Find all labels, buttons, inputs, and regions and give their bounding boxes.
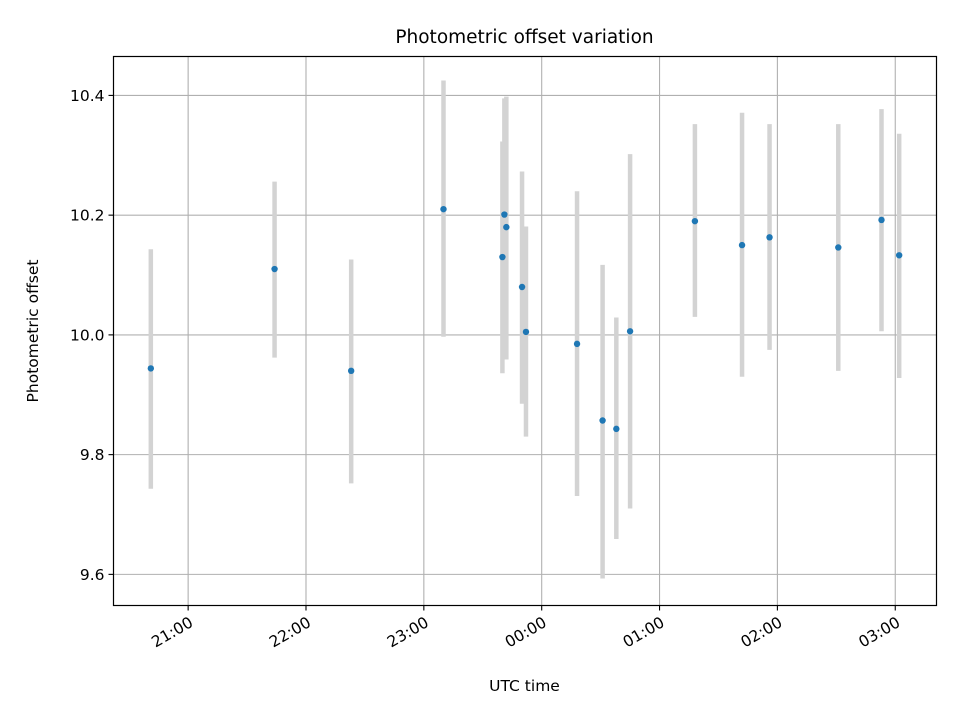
y-tick-label: 9.8: [80, 446, 105, 464]
y-tick-label: 9.6: [80, 566, 105, 584]
data-point: [573, 340, 581, 348]
y-tick-label: 10.0: [70, 326, 105, 344]
data-point: [518, 283, 526, 291]
data-point: [347, 367, 355, 375]
y-tick-label: 10.4: [70, 87, 105, 105]
data-point: [738, 241, 746, 249]
data-point: [626, 328, 634, 335]
data-point: [766, 234, 773, 241]
x-axis-label: UTC time: [489, 677, 560, 695]
data-point: [613, 425, 620, 433]
data-point: [501, 211, 508, 218]
y-axis-label: Photometric offset: [24, 260, 42, 403]
data-point: [691, 217, 699, 225]
data-point: [599, 417, 606, 424]
chart-title: Photometric offset variation: [395, 27, 653, 48]
data-point: [271, 265, 278, 273]
data-point: [878, 216, 885, 224]
y-axis-ticks: 9.6 9.8 10.0 10.2 10.4: [70, 87, 114, 584]
data-point: [440, 205, 447, 213]
plot-frame: [112, 55, 938, 607]
data-point: [147, 365, 155, 372]
grid-lines: [113, 56, 937, 606]
data-point: [835, 244, 842, 251]
data-point: [895, 252, 903, 259]
data-points: [147, 205, 903, 433]
y-tick-label: 10.2: [70, 207, 105, 225]
data-point: [522, 328, 530, 336]
data-point: [503, 223, 510, 231]
data-point: [499, 253, 506, 261]
